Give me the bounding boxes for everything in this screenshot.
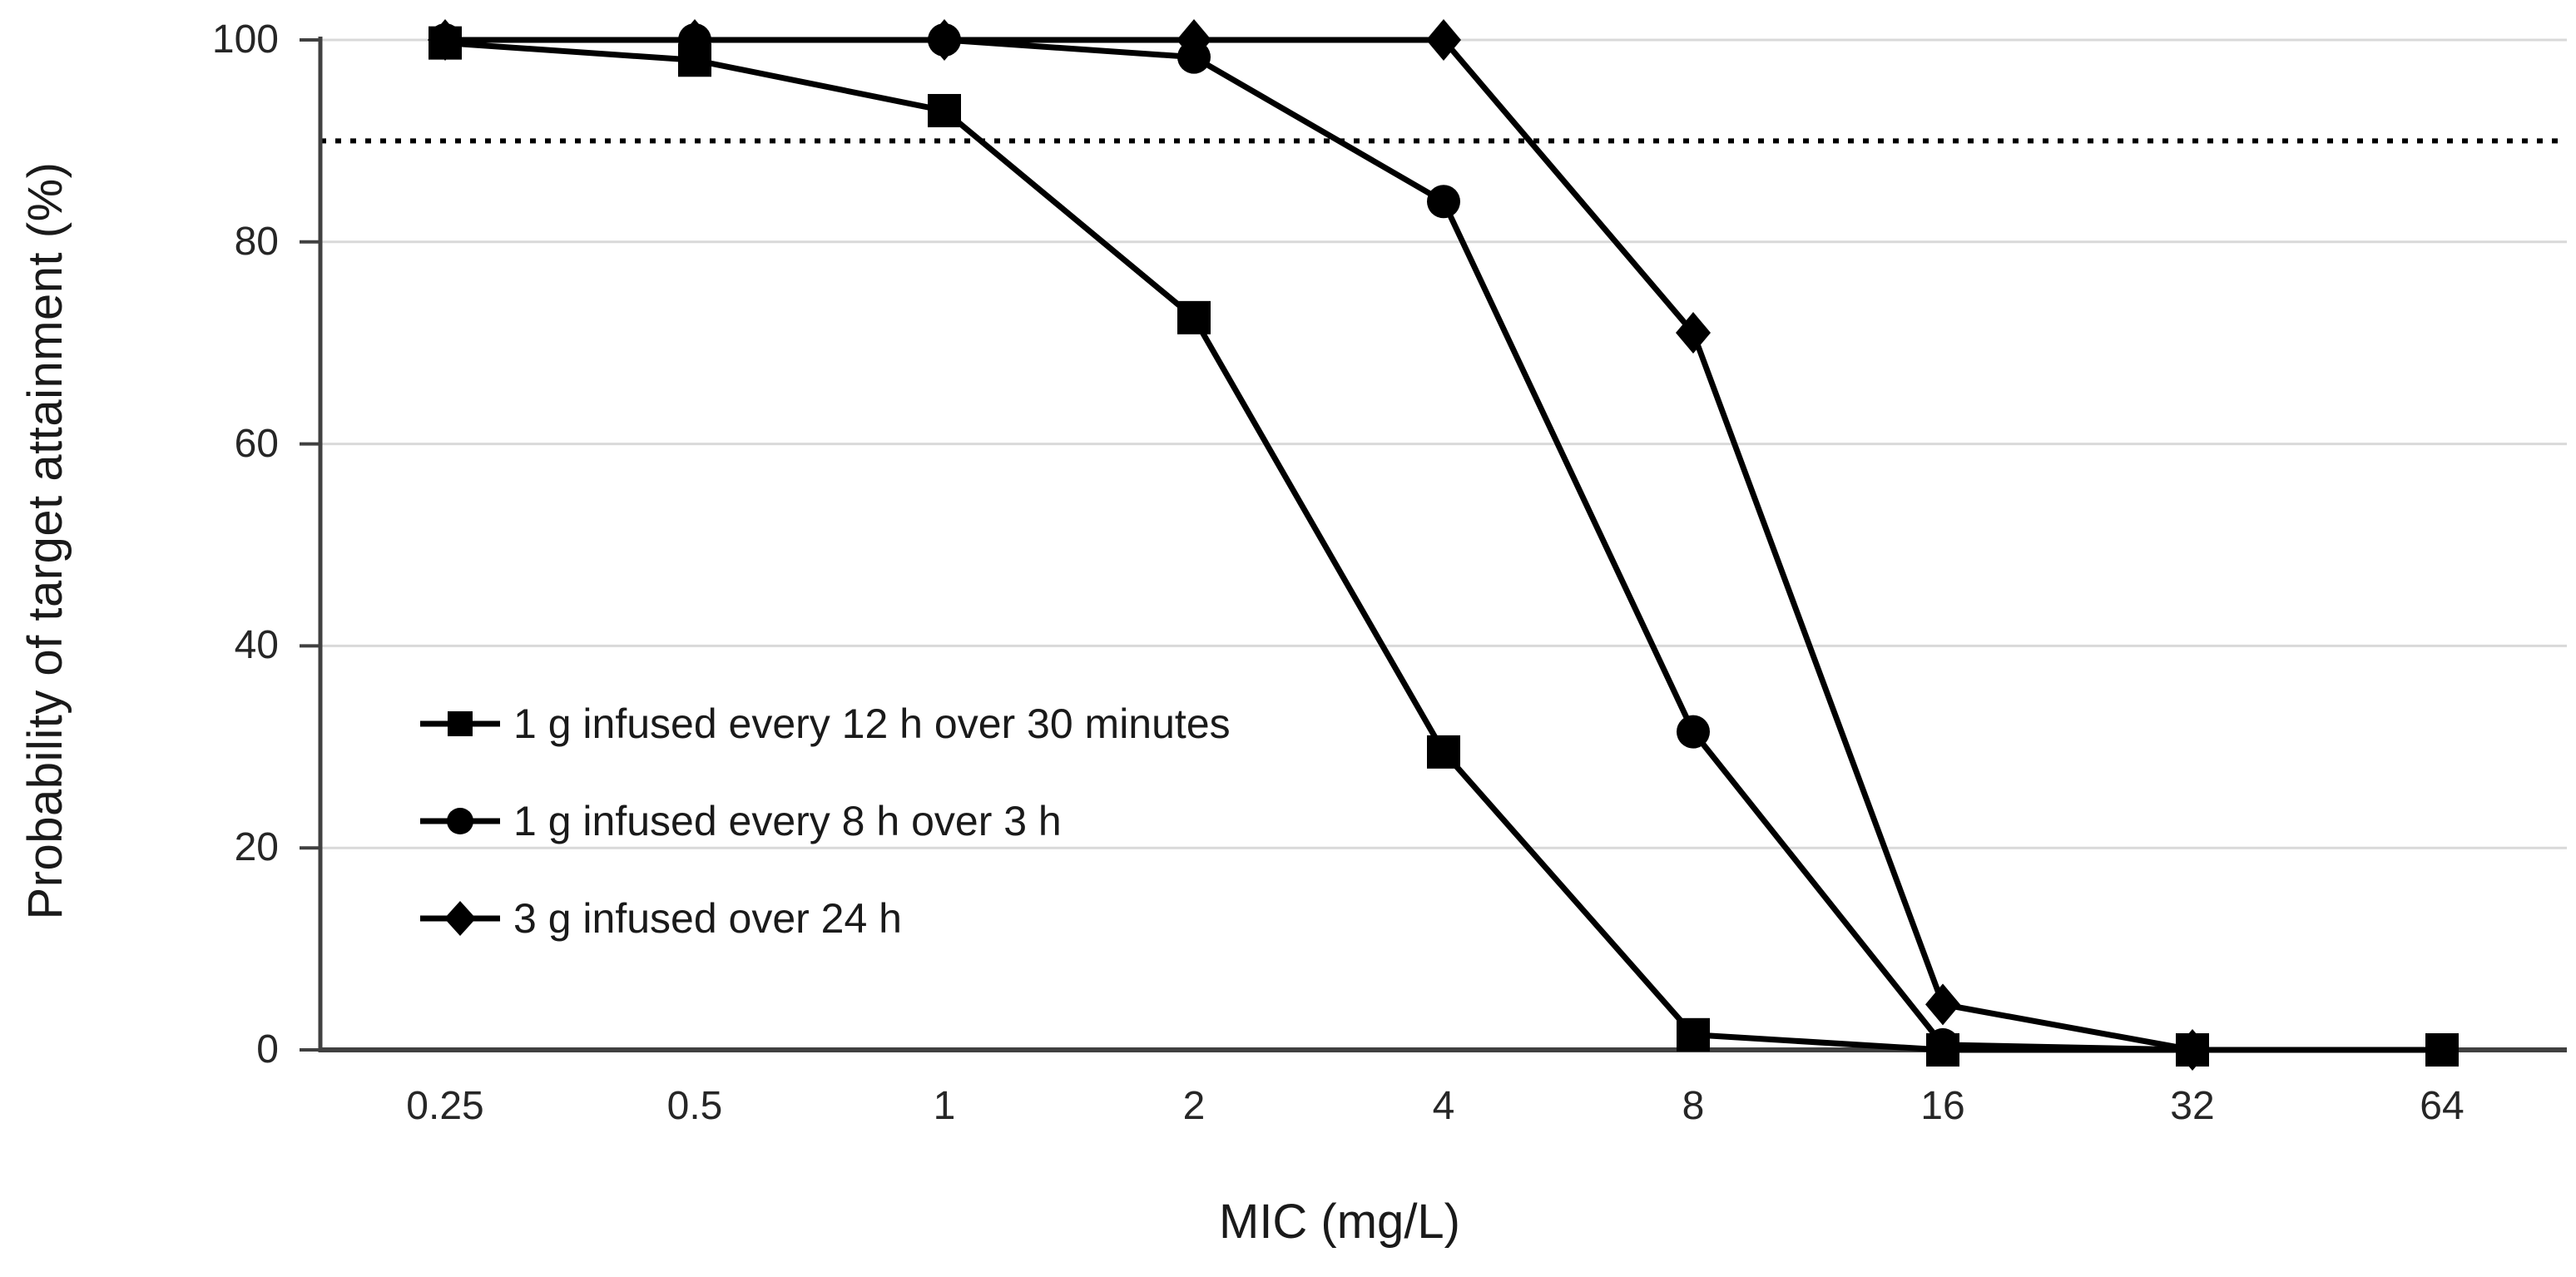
data-point-square	[678, 43, 711, 77]
y-tick-label: 60	[234, 421, 279, 466]
y-axis-title: Probability of target attainment (%)	[18, 161, 72, 920]
x-tick-label: 2	[1182, 1084, 1206, 1128]
data-point-diamond	[1676, 312, 1711, 354]
x-tick-label: 16	[1920, 1084, 1965, 1128]
data-point-circle	[1677, 715, 1710, 749]
legend-item: 1 g infused every 8 h over 3 h	[420, 794, 1231, 848]
data-point-square	[928, 93, 961, 127]
x-tick-label: 64	[2420, 1084, 2465, 1128]
y-tick-label: 100	[211, 17, 279, 62]
x-tick-label: 8	[1682, 1084, 1705, 1128]
data-point-diamond	[1925, 983, 1960, 1026]
data-point-square	[1926, 1033, 1959, 1067]
data-point-square	[1427, 735, 1460, 769]
y-tick-label: 20	[234, 825, 279, 870]
series-line-diamond	[445, 37, 2193, 1053]
x-tick-label: 0.25	[406, 1084, 484, 1128]
data-point-square	[2425, 1033, 2459, 1067]
legend-item-label: 3 g infused over 24 h	[513, 895, 902, 942]
y-tick-label: 80	[234, 219, 279, 264]
data-point-square	[1677, 1017, 1710, 1052]
data-point-circle	[1427, 185, 1460, 219]
data-point-diamond	[1426, 19, 1461, 61]
x-tick-label: 4	[1432, 1084, 1455, 1128]
data-point-diamond	[1177, 19, 1211, 61]
data-point-square	[2176, 1033, 2209, 1067]
data-point-square	[1177, 300, 1211, 334]
y-tick-label: 40	[234, 623, 279, 668]
x-tick-label: 1	[933, 1084, 956, 1128]
y-tick-label: 0	[256, 1027, 279, 1072]
legend-item-label: 1 g infused every 12 h over 30 minutes	[513, 700, 1231, 747]
data-point-diamond	[927, 19, 962, 61]
legend-item: 1 g infused every 12 h over 30 minutes	[420, 697, 1231, 750]
x-axis-title: MIC (mg/L)	[1219, 1195, 1460, 1249]
circle-marker-icon	[420, 808, 500, 834]
diamond-marker-icon	[420, 901, 500, 936]
square-marker-icon	[420, 711, 500, 736]
legend-item-label: 1 g infused every 8 h over 3 h	[513, 798, 1062, 844]
data-point-square	[429, 26, 462, 60]
legend-item: 3 g infused over 24 h	[420, 892, 1231, 945]
legend: 1 g infused every 12 h over 30 minutes 1…	[420, 697, 1231, 945]
x-tick-label: 0.5	[666, 1084, 723, 1128]
x-tick-label: 32	[2170, 1084, 2215, 1128]
